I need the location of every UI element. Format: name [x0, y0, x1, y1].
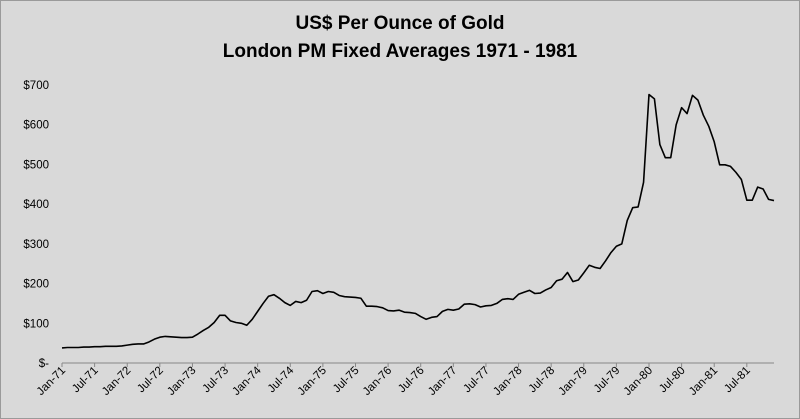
x-tick-label: Jul-75 [331, 365, 362, 396]
y-tick-label: $700 [23, 80, 49, 92]
x-tick-label: Jan-77 [426, 365, 459, 398]
y-tick-label: $600 [23, 120, 49, 132]
x-tick-label: Jan-81 [687, 365, 720, 398]
y-axis: $- $100 $200 $300 $400 $500 $600 $700 [23, 80, 49, 370]
x-tick-label: Jan-78 [491, 365, 524, 398]
x-tick-label: Jan-79 [557, 365, 590, 398]
chart-title: US$ Per Ounce of Gold [295, 13, 504, 34]
y-tick-label: $300 [23, 239, 49, 251]
gold-price-line [61, 93, 775, 349]
x-tick-label: Jan-74 [230, 364, 264, 398]
x-tick-label: Jan-76 [361, 365, 394, 398]
x-tick-label: Jul-74 [266, 364, 297, 395]
x-tick-label: Jul-78 [527, 365, 558, 396]
x-tick-label: Jul-72 [135, 365, 166, 396]
x-tick-label: Jan-73 [165, 365, 198, 398]
y-tick-label: $- [39, 358, 49, 370]
x-tick-label: Jul-81 [722, 365, 753, 396]
x-tick-label: Jul-79 [592, 365, 623, 396]
x-tick-label: Jan-80 [622, 365, 655, 398]
x-tick-label: Jan-72 [100, 365, 133, 398]
y-tick-label: $100 [23, 318, 49, 330]
x-axis: Jan-71 Jul-71 Jan-72 Jul-72 Jan-73 Jul-73 Jan-… [35, 363, 753, 398]
y-tick-label: $500 [23, 159, 49, 171]
chart-subtitle: London PM Fixed Averages 1971 - 1981 [223, 41, 578, 62]
y-tick-label: $200 [23, 279, 49, 291]
x-tick-label: Jul-80 [657, 365, 688, 396]
y-tick-label: $400 [23, 199, 49, 211]
x-tick-label: Jul-73 [201, 365, 232, 396]
x-tick-label: Jul-77 [461, 365, 492, 396]
x-tick-label: Jul-76 [396, 365, 427, 396]
x-tick-label: Jul-71 [70, 365, 101, 396]
x-tick-label: Jan-75 [296, 365, 329, 398]
